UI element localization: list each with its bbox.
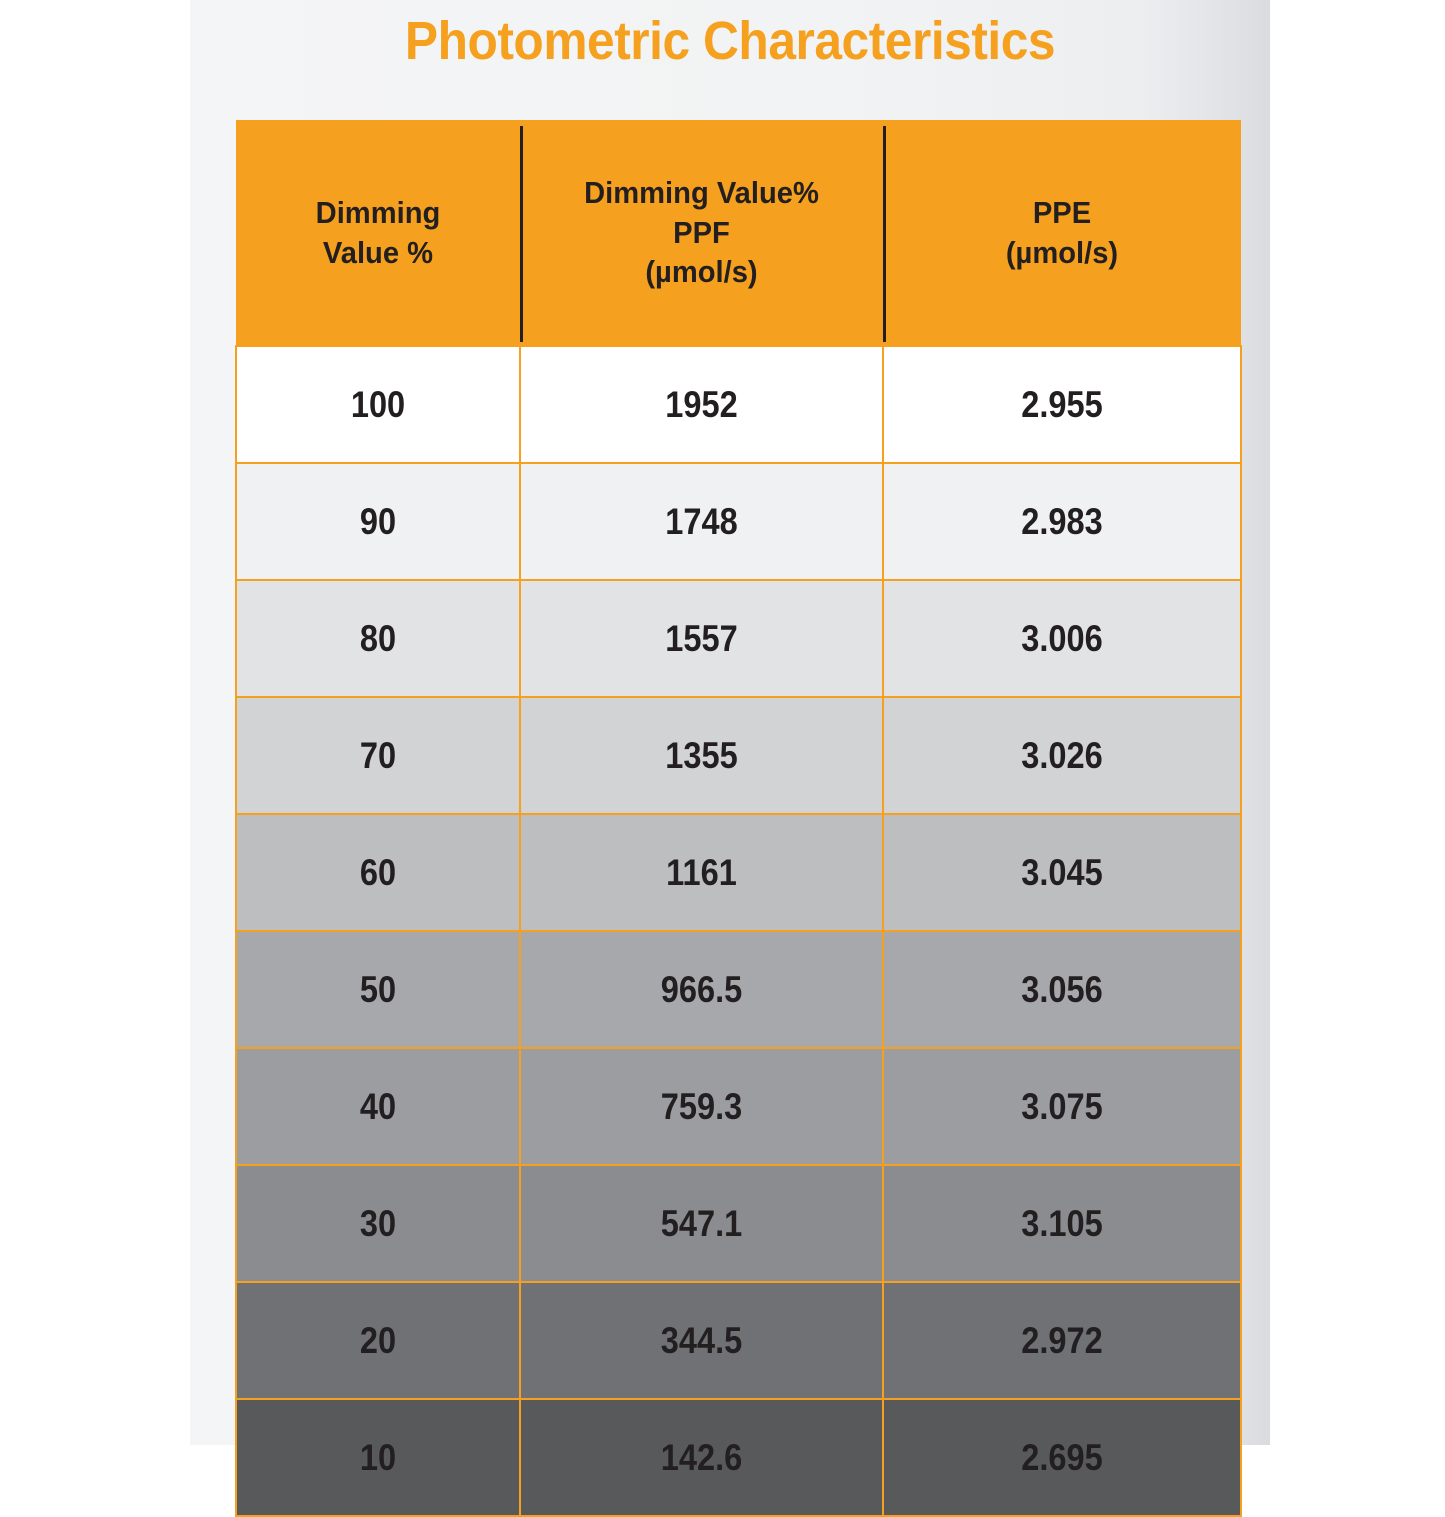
cell-value: 80 <box>359 617 397 659</box>
cell-value: 3.056 <box>1021 968 1103 1010</box>
table-cell-ppf: 1748 <box>519 462 884 581</box>
cell-value: 60 <box>359 851 397 893</box>
column-header-line: Dimming <box>315 194 441 230</box>
cell-value: 2.695 <box>1021 1436 1103 1478</box>
table-header-row: Dimming Value % Dimming Value% PPF (µmol… <box>236 120 1241 346</box>
cell-value: 3.026 <box>1021 734 1103 776</box>
table-cell-ppe: 3.006 <box>882 579 1242 698</box>
cell-value: 966.5 <box>660 968 743 1010</box>
cell-value: 90 <box>359 500 397 542</box>
table-cell-ppf: 966.5 <box>519 930 884 1049</box>
cell-value: 2.983 <box>1021 500 1103 542</box>
table-row: 40 759.3 3.075 <box>235 1047 1242 1166</box>
table-cell-ppe: 3.075 <box>882 1047 1242 1166</box>
cell-value: 1748 <box>665 500 738 542</box>
cell-value: 1161 <box>666 851 737 893</box>
table-row: 70 1355 3.026 <box>235 696 1242 815</box>
column-header-line: PPF <box>673 214 730 250</box>
table-cell-ppe: 3.056 <box>882 930 1242 1049</box>
table-row: 50 966.5 3.056 <box>235 930 1242 1049</box>
table-cell-dimming-value-pct: 70 <box>235 696 521 815</box>
column-header-dimming-value: Dimming Value % <box>236 120 520 346</box>
table-cell-ppf: 759.3 <box>519 1047 884 1166</box>
cell-value: 50 <box>359 968 397 1010</box>
table-row: 100 1952 2.955 <box>235 345 1242 464</box>
table-cell-dimming-value-pct: 20 <box>235 1281 521 1400</box>
table-cell-ppf: 142.6 <box>519 1398 884 1517</box>
column-header-line: (µmol/s) <box>1005 234 1119 270</box>
table-cell-ppf: 1355 <box>519 696 884 815</box>
cell-value: 1557 <box>665 617 738 659</box>
cell-value: 3.006 <box>1021 617 1103 659</box>
table-cell-ppe: 2.955 <box>882 345 1242 464</box>
table-cell-dimming-value-pct: 80 <box>235 579 521 698</box>
photometric-characteristics-table: Dimming Value % Dimming Value% PPF (µmol… <box>235 120 1242 1517</box>
cell-value: 20 <box>359 1319 397 1361</box>
cell-value: 1355 <box>665 734 738 776</box>
cell-value: 759.3 <box>660 1085 743 1127</box>
photometric-table-container: Dimming Value % Dimming Value% PPF (µmol… <box>235 120 1242 1517</box>
cell-value: 100 <box>350 383 406 425</box>
table-cell-dimming-value-pct: 60 <box>235 813 521 932</box>
cell-value: 70 <box>359 734 397 776</box>
cell-value: 547.1 <box>660 1202 743 1244</box>
column-header-line: PPE <box>1032 194 1092 230</box>
table-cell-dimming-value-pct: 10 <box>235 1398 521 1517</box>
screenshot-canvas: Photometric Characteristics Dimming Valu… <box>190 0 1270 1517</box>
cell-value: 30 <box>359 1202 397 1244</box>
column-header-line: (µmol/s) <box>645 254 758 290</box>
table-cell-ppe: 2.695 <box>882 1398 1242 1517</box>
table-cell-ppf: 344.5 <box>519 1281 884 1400</box>
page-title: Photometric Characteristics <box>404 11 1056 71</box>
cell-value: 2.972 <box>1021 1319 1103 1361</box>
table-cell-dimming-value-pct: 50 <box>235 930 521 1049</box>
table-cell-dimming-value-pct: 100 <box>235 345 521 464</box>
column-header-ppe: PPE (µmol/s) <box>883 120 1241 346</box>
cell-value: 3.045 <box>1021 851 1103 893</box>
table-cell-ppe: 2.972 <box>882 1281 1242 1400</box>
table-cell-dimming-value-pct: 30 <box>235 1164 521 1283</box>
table-cell-ppe: 3.105 <box>882 1164 1242 1283</box>
cell-value: 344.5 <box>660 1319 743 1361</box>
table-row: 10 142.6 2.695 <box>235 1398 1242 1517</box>
table-cell-ppe: 3.026 <box>882 696 1242 815</box>
column-header-line: Dimming Value% <box>584 174 819 210</box>
cell-value: 10 <box>359 1436 397 1478</box>
column-header-line: Value % <box>322 234 434 270</box>
table-row: 30 547.1 3.105 <box>235 1164 1242 1283</box>
table-cell-ppe: 3.045 <box>882 813 1242 932</box>
table-body: 100 1952 2.955 90 1748 2.983 80 1557 3.006 70 1355… <box>235 345 1242 1517</box>
table-cell-ppf: 1161 <box>519 813 884 932</box>
table-cell-dimming-value-pct: 40 <box>235 1047 521 1166</box>
table-cell-dimming-value-pct: 90 <box>235 462 521 581</box>
table-row: 90 1748 2.983 <box>235 462 1242 581</box>
table-cell-ppf: 1557 <box>519 579 884 698</box>
table-row: 80 1557 3.006 <box>235 579 1242 698</box>
table-cell-ppe: 2.983 <box>882 462 1242 581</box>
cell-value: 1952 <box>665 383 738 425</box>
table-row: 20 344.5 2.972 <box>235 1281 1242 1400</box>
cell-value: 142.6 <box>660 1436 743 1478</box>
table-cell-ppf: 547.1 <box>519 1164 884 1283</box>
cell-value: 3.105 <box>1021 1202 1103 1244</box>
cell-value: 2.955 <box>1021 383 1103 425</box>
table-cell-ppf: 1952 <box>519 345 884 464</box>
table-row: 60 1161 3.045 <box>235 813 1242 932</box>
column-header-ppf: Dimming Value% PPF (µmol/s) <box>520 120 883 346</box>
cell-value: 40 <box>359 1085 397 1127</box>
cell-value: 3.075 <box>1021 1085 1103 1127</box>
table-header: Dimming Value % Dimming Value% PPF (µmol… <box>236 120 1241 346</box>
